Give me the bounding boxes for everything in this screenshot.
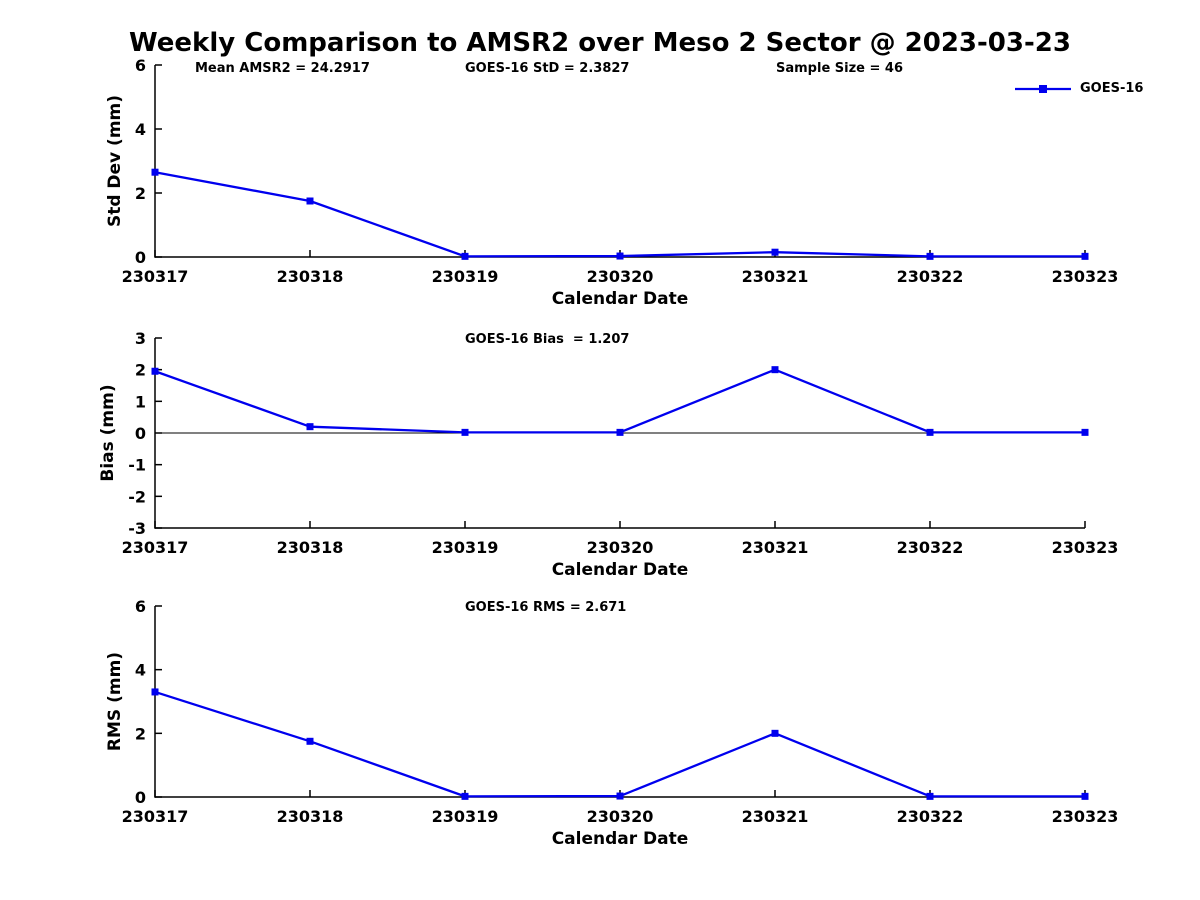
data-point-marker <box>1081 792 1089 800</box>
x-tick-label: 230318 <box>277 267 344 286</box>
x-tick-label: 230321 <box>742 267 809 286</box>
x-tick-label: 230322 <box>897 807 964 826</box>
x-tick-label: 230320 <box>587 267 654 286</box>
y-tick-label: 0 <box>135 788 146 807</box>
series-line <box>154 690 1085 798</box>
y-tick-label: 2 <box>135 184 146 203</box>
x-tick-label: 230322 <box>897 538 964 557</box>
subplot-stat-title: GOES-16 RMS = 2.671 <box>465 600 626 615</box>
x-tick-label: 230323 <box>1052 538 1119 557</box>
legend: GOES-16 <box>1014 81 1143 96</box>
data-point-marker <box>1081 252 1089 260</box>
y-axis-label: Bias (mm) <box>98 384 118 481</box>
data-point-marker <box>771 366 779 374</box>
data-point-marker <box>461 252 469 260</box>
y-tick-label: 2 <box>135 361 146 380</box>
data-point-marker <box>616 252 624 260</box>
x-axis-label: Calendar Date <box>552 289 689 309</box>
y-tick-label: 4 <box>135 120 146 139</box>
data-point-marker <box>461 792 469 800</box>
data-point-marker <box>926 792 934 800</box>
data-point-marker <box>151 688 159 696</box>
x-tick-label: 230317 <box>122 807 189 826</box>
y-tick-label: 0 <box>135 424 146 443</box>
series-line <box>154 171 1085 258</box>
x-tick-label: 230320 <box>587 538 654 557</box>
y-tick-label: 2 <box>135 724 146 743</box>
x-tick-label: 230318 <box>277 807 344 826</box>
legend-line-marker-icon <box>1015 84 1071 93</box>
data-point-marker <box>151 367 159 375</box>
data-point-marker <box>306 423 314 431</box>
x-tick-label: 230322 <box>897 267 964 286</box>
series-line <box>154 368 1085 434</box>
data-point-marker <box>151 168 159 176</box>
subplot-rms: 0 2 4 6 230317 230318 230319 230320 230321 230322… <box>105 597 1118 849</box>
subplot-stat-title: GOES-16 Bias = 1.207 <box>465 332 629 347</box>
y-axis-label: Std Dev (mm) <box>105 95 125 227</box>
data-point-marker <box>771 248 779 256</box>
figure-title: Weekly Comparison to AMSR2 over Meso 2 S… <box>129 28 1071 58</box>
stat-mean-amsr2: Mean AMSR2 = 24.2917 <box>195 61 370 76</box>
x-tick-label: 230317 <box>122 267 189 286</box>
x-tick-label: 230323 <box>1052 267 1119 286</box>
x-tick-label: 230319 <box>432 807 499 826</box>
data-point-marker <box>926 428 934 436</box>
data-point-marker <box>306 737 314 745</box>
x-tick-label: 230318 <box>277 538 344 557</box>
y-tick-label: -3 <box>128 519 146 538</box>
y-tick-label: -1 <box>128 456 146 475</box>
x-axis-label: Calendar Date <box>552 829 689 849</box>
data-point-marker <box>616 428 624 436</box>
x-tick-label: 230323 <box>1052 807 1119 826</box>
subplot-bias: -3 -2 -1 0 1 2 3 230317 230318 230319 230320 230321… <box>98 329 1118 580</box>
y-tick-label: 1 <box>135 392 146 411</box>
legend-label: GOES-16 <box>1080 81 1144 96</box>
subplot-std-dev: 0 2 4 6 230317 230318 230319 230320 230321 230322… <box>105 56 1118 309</box>
data-point-marker <box>771 729 779 737</box>
x-tick-label: 230319 <box>432 538 499 557</box>
x-tick-label: 230320 <box>587 807 654 826</box>
y-tick-label: 4 <box>135 661 146 680</box>
x-tick-label: 230321 <box>742 807 809 826</box>
y-tick-label: 6 <box>135 597 146 616</box>
data-point-marker <box>926 252 934 260</box>
x-axis-label: Calendar Date <box>552 560 689 580</box>
data-point-marker <box>306 197 314 205</box>
stat-sample-size: Sample Size = 46 <box>776 61 904 76</box>
data-point-marker <box>461 428 469 436</box>
x-tick-label: 230317 <box>122 538 189 557</box>
y-tick-label: 3 <box>135 329 146 348</box>
x-tick-label: 230319 <box>432 267 499 286</box>
y-tick-label: 0 <box>135 248 146 267</box>
y-tick-label: -2 <box>128 487 146 506</box>
y-axis-label: RMS (mm) <box>105 652 125 751</box>
stat-goes16-std: GOES-16 StD = 2.3827 <box>465 61 630 76</box>
y-tick-label: 6 <box>135 56 146 75</box>
data-point-marker <box>1081 428 1089 436</box>
data-point-marker <box>616 792 624 800</box>
x-tick-label: 230321 <box>742 538 809 557</box>
